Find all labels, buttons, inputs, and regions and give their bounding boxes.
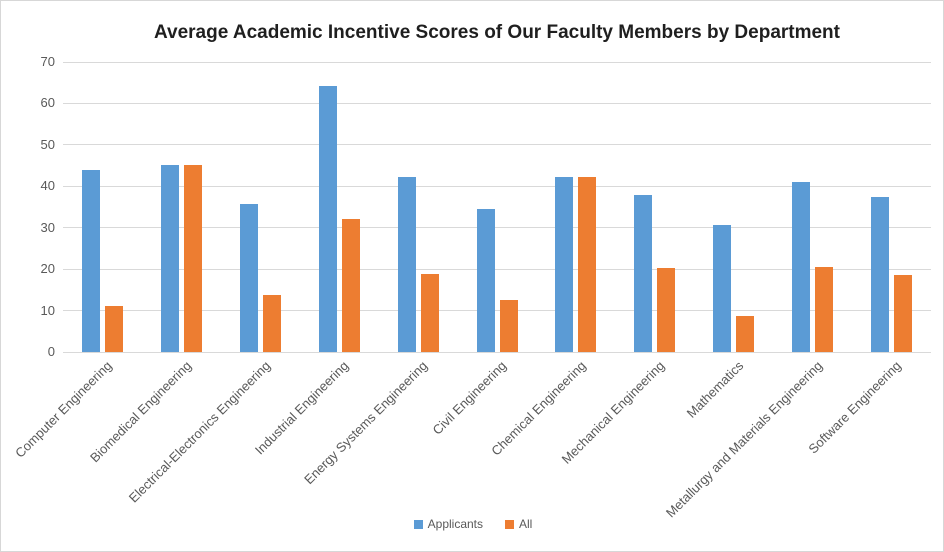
y-axis-tick-label: 70 [40, 54, 55, 69]
y-axis-tick-label: 0 [47, 344, 55, 359]
bar [81, 169, 100, 352]
gridline [63, 144, 931, 146]
x-axis-label: Electrical-Electronics Engineering [125, 358, 273, 506]
bar [499, 300, 518, 352]
bar [262, 295, 281, 352]
bar [657, 267, 676, 352]
legend-swatch-icon [413, 519, 423, 529]
legend: Applicants All [1, 517, 943, 531]
bar [736, 316, 755, 352]
x-axis-label: Civil Engineering [430, 358, 510, 438]
legend-swatch-icon [505, 519, 515, 529]
y-axis-tick-label: 60 [40, 95, 55, 111]
y-axis-tick-label: 40 [40, 178, 55, 194]
legend-item-label: All [519, 517, 533, 531]
bar [713, 225, 732, 352]
y-axis-tick-label: 30 [40, 219, 55, 235]
y-axis-tick-label: 10 [40, 302, 55, 318]
legend-item: Applicants [413, 517, 484, 531]
x-axis-label: Mathematics [683, 358, 747, 421]
bar [871, 197, 890, 352]
bar [894, 274, 913, 352]
bar [634, 194, 653, 352]
bar [815, 266, 834, 352]
bar [476, 208, 495, 352]
legend-item: All [505, 517, 532, 531]
x-axis-label: Metallurgy and Materials Engineering [662, 358, 826, 521]
chart-title: Average Academic Incentive Scores of Our… [154, 22, 840, 43]
bar [578, 177, 597, 352]
plot-area [63, 61, 931, 353]
gridline [63, 351, 931, 353]
gridline [63, 227, 931, 229]
bar [555, 177, 574, 352]
bar [239, 203, 258, 352]
gridline [63, 185, 931, 187]
bar [318, 85, 337, 352]
gridline [63, 102, 931, 104]
y-axis-tick-label: 50 [40, 136, 55, 152]
gridline [63, 310, 931, 312]
bar [420, 274, 439, 352]
bar [160, 165, 179, 352]
bar [341, 218, 360, 352]
bar [792, 181, 811, 352]
legend-item-label: Applicants [427, 517, 484, 531]
bar [397, 176, 416, 352]
bar [183, 165, 202, 352]
gridline [63, 61, 931, 63]
y-axis-tick-label: 20 [40, 261, 55, 277]
bar [104, 306, 123, 352]
gridline [63, 268, 931, 270]
